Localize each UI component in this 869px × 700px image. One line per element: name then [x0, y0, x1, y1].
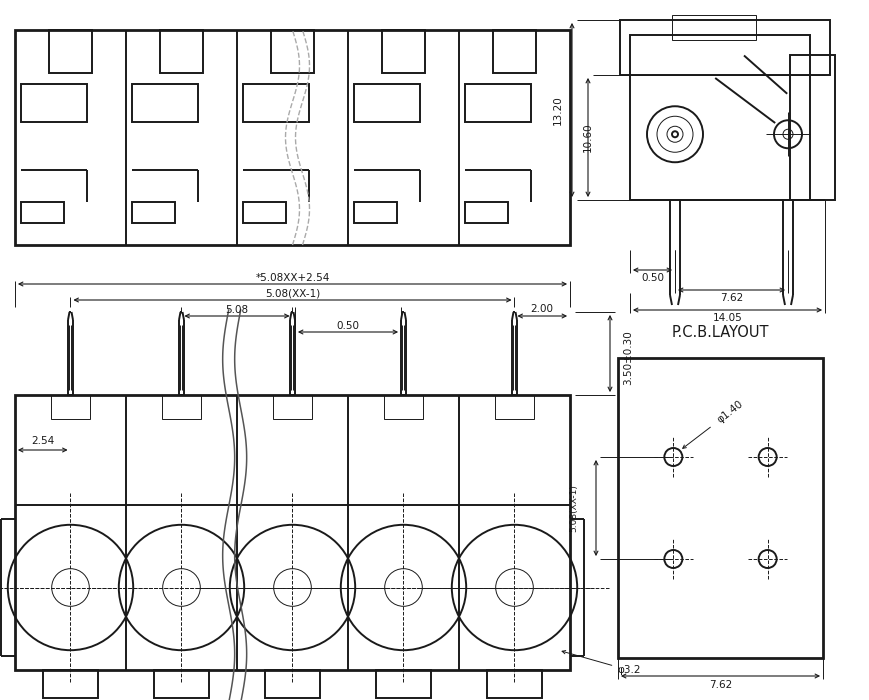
- Bar: [464, 84, 531, 122]
- Bar: [160, 30, 202, 73]
- Bar: [242, 202, 286, 223]
- Bar: [154, 670, 209, 698]
- Bar: [494, 395, 534, 419]
- Bar: [51, 395, 90, 419]
- Bar: [162, 395, 201, 419]
- Text: φ1.40: φ1.40: [682, 399, 744, 449]
- Bar: [671, 15, 755, 40]
- Bar: [21, 202, 63, 223]
- Bar: [264, 670, 320, 698]
- Bar: [629, 35, 809, 200]
- Bar: [383, 395, 422, 419]
- Bar: [617, 358, 822, 658]
- Text: 2.00: 2.00: [530, 304, 553, 314]
- Text: 5.08(XX-1): 5.08(XX-1): [569, 484, 578, 532]
- Text: 14.05: 14.05: [712, 313, 741, 323]
- Bar: [486, 670, 541, 698]
- Bar: [15, 395, 569, 670]
- Text: 5.08(XX-1): 5.08(XX-1): [264, 289, 320, 299]
- Bar: [131, 84, 198, 122]
- Bar: [464, 202, 507, 223]
- Bar: [353, 84, 420, 122]
- Text: 2.54: 2.54: [31, 436, 54, 446]
- Bar: [382, 30, 424, 73]
- Text: φ3.2: φ3.2: [561, 650, 640, 676]
- Bar: [620, 20, 829, 75]
- Bar: [50, 30, 91, 73]
- Bar: [43, 670, 98, 698]
- Text: *5.08XX+2.54: *5.08XX+2.54: [255, 273, 329, 283]
- Bar: [21, 84, 87, 122]
- Text: P.C.B.LAYOUT: P.C.B.LAYOUT: [671, 326, 768, 340]
- Bar: [789, 55, 834, 200]
- Text: 7.62: 7.62: [719, 293, 742, 303]
- Text: 13.20: 13.20: [553, 95, 562, 125]
- Bar: [15, 30, 569, 245]
- Text: 0.50: 0.50: [336, 321, 359, 331]
- Text: 3.50±0.30: 3.50±0.30: [622, 330, 633, 385]
- Text: 10.60: 10.60: [582, 122, 593, 153]
- Bar: [271, 30, 313, 73]
- Text: 0.50: 0.50: [640, 273, 663, 283]
- Bar: [131, 202, 175, 223]
- Bar: [273, 395, 312, 419]
- Bar: [493, 30, 535, 73]
- Bar: [375, 670, 431, 698]
- Text: 7.62: 7.62: [708, 680, 732, 690]
- Text: 5.08: 5.08: [225, 305, 249, 315]
- Bar: [353, 202, 396, 223]
- Bar: [242, 84, 308, 122]
